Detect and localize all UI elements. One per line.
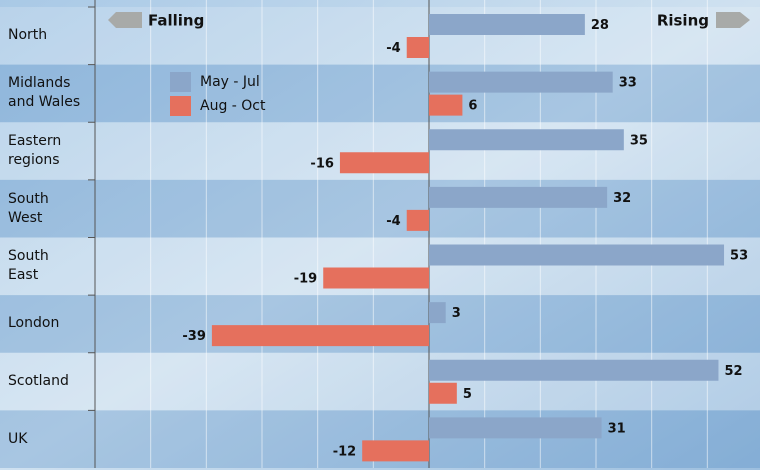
value-label: -16 <box>310 156 334 171</box>
bar <box>429 245 724 266</box>
bar <box>407 37 429 58</box>
bar <box>429 14 585 35</box>
bar <box>429 360 718 381</box>
legend-swatch <box>170 72 191 92</box>
legend-label: May - Jul <box>200 74 260 90</box>
bar <box>340 152 429 173</box>
legend-label: Aug - Oct <box>200 98 266 114</box>
category-label: South East <box>8 238 88 296</box>
category-label: South West <box>8 180 88 238</box>
value-label: 5 <box>463 387 472 402</box>
bar <box>323 268 429 289</box>
value-label: 6 <box>468 99 477 114</box>
row-band <box>0 65 760 123</box>
value-label: 52 <box>724 364 742 379</box>
bar <box>429 129 624 150</box>
category-label: North <box>8 7 88 65</box>
value-label: 28 <box>591 18 609 33</box>
bar <box>429 72 613 93</box>
value-label: 3 <box>452 306 461 321</box>
category-label: London <box>8 295 88 353</box>
bar <box>429 302 446 323</box>
value-label: -4 <box>386 41 400 56</box>
bar <box>429 383 457 404</box>
row-band <box>0 180 760 238</box>
value-label: -19 <box>294 272 318 287</box>
bar <box>212 325 429 346</box>
legend-swatch <box>170 96 191 116</box>
category-label: Eastern regions <box>8 122 88 180</box>
category-label: Scotland <box>8 353 88 411</box>
value-label: -4 <box>386 214 400 229</box>
value-label: 32 <box>613 191 631 206</box>
bar <box>429 95 462 116</box>
value-label: -12 <box>333 444 357 459</box>
category-label: Midlands and Wales <box>8 65 88 123</box>
chart: 28 33 35 32 53 3 52 31 May - Jul -4 6 -16 -4 -19 -39 5 -… <box>0 0 760 470</box>
bar <box>407 210 429 231</box>
value-label: 53 <box>730 249 748 264</box>
bar <box>429 417 602 438</box>
value-label: 35 <box>630 133 648 148</box>
value-label: 31 <box>608 421 626 436</box>
chart-svg: 28 33 35 32 53 3 52 31 May - Jul -4 6 -16 -4 -19 -39 5 -… <box>0 0 760 470</box>
bar <box>362 440 429 461</box>
value-label: -39 <box>182 329 206 344</box>
category-label: UK <box>8 410 88 468</box>
bar <box>429 187 607 208</box>
value-label: 33 <box>619 76 637 91</box>
falling-label: Falling <box>148 12 204 30</box>
rising-label: Rising <box>657 12 709 30</box>
